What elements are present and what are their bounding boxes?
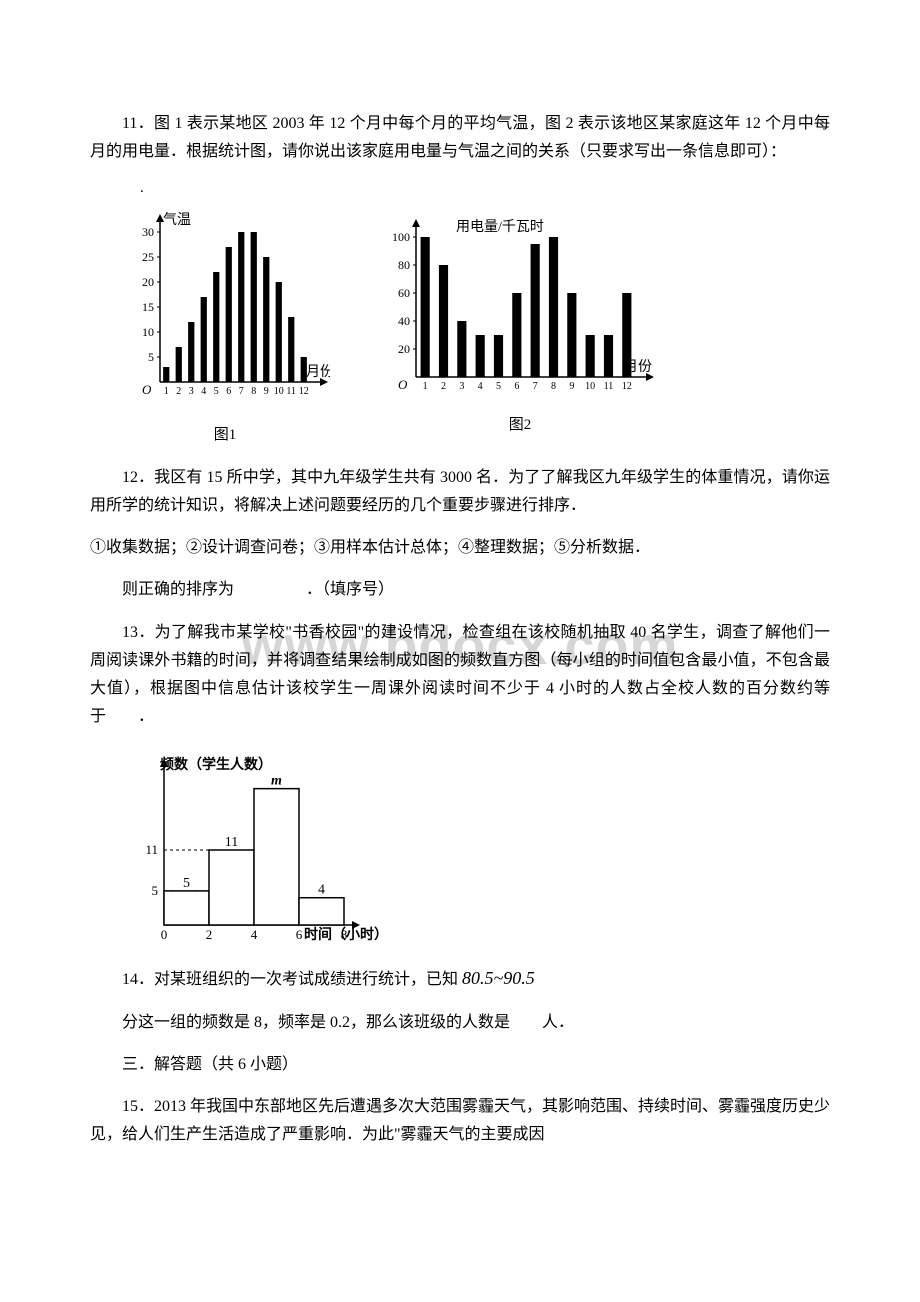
svg-text:4: 4 — [251, 927, 258, 942]
q12-text: 12．我区有 15 所中学，其中九年级学生共有 3000 名．为了了解我区九年级… — [90, 464, 830, 520]
q11-charts: 51015202530123456789101112O气温月份 图1 20406… — [120, 207, 830, 444]
q12-blank — [238, 576, 302, 605]
svg-text:气温: 气温 — [163, 212, 191, 228]
q12-answer-prefix: 则正确的排序为 — [122, 581, 234, 598]
svg-text:3: 3 — [189, 386, 194, 397]
q13-text: 13．为了解我市某学校"书香校园"的建设情况，检查组在该校随机抽取 40 名学生… — [90, 619, 830, 731]
svg-text:11: 11 — [604, 381, 614, 392]
svg-text:月份: 月份 — [306, 364, 330, 380]
chart2-container: 20406080100123456789101112O用电量/千瓦时月份 图2 — [370, 207, 670, 444]
svg-text:10: 10 — [142, 325, 154, 339]
svg-text:O: O — [142, 382, 152, 397]
svg-text:频数（学生人数）: 频数（学生人数） — [160, 756, 272, 773]
svg-text:25: 25 — [142, 250, 154, 264]
section3-heading: 三．解答题（共 6 小题） — [90, 1051, 830, 1079]
svg-text:11: 11 — [145, 842, 158, 857]
svg-text:5: 5 — [148, 350, 154, 364]
q14-range: 80.5~90.5 — [462, 968, 535, 988]
svg-text:O: O — [398, 377, 408, 392]
svg-text:4: 4 — [201, 386, 206, 397]
svg-text:5: 5 — [214, 386, 219, 397]
svg-text:80: 80 — [398, 258, 410, 272]
chart1-caption: 图1 — [214, 423, 237, 444]
svg-text:30: 30 — [142, 225, 154, 239]
svg-text:12: 12 — [622, 381, 632, 392]
dot: . — [140, 180, 830, 197]
svg-text:100: 100 — [392, 230, 410, 244]
q11-text: 11．图 1 表示某地区 2003 年 12 个月中每个月的平均气温，图 2 表… — [90, 110, 830, 166]
svg-text:6: 6 — [514, 381, 519, 392]
svg-text:10: 10 — [274, 386, 284, 397]
svg-text:2: 2 — [206, 927, 213, 942]
chart1-svg: 51015202530123456789101112O气温月份 — [120, 207, 330, 417]
svg-text:8: 8 — [251, 386, 256, 397]
q14-line2: 分这一组的频数是 8，频率是 0.2，那么该班级的人数是 人． — [90, 1009, 830, 1037]
page-content: 11．图 1 表示某地区 2003 年 12 个月中每个月的平均气温，图 2 表… — [90, 110, 830, 1149]
chart1-container: 51015202530123456789101112O气温月份 图1 — [120, 207, 330, 444]
chart2-svg: 20406080100123456789101112O用电量/千瓦时月份 — [370, 207, 670, 407]
svg-text:11: 11 — [286, 386, 296, 397]
svg-text:6: 6 — [296, 927, 303, 942]
svg-text:60: 60 — [398, 286, 410, 300]
q12-answer-suffix: ．（填序号） — [306, 581, 394, 598]
chart2-caption: 图2 — [509, 413, 532, 434]
svg-text:5: 5 — [496, 381, 501, 392]
q14-line1: 14．对某班组织的一次考试成绩进行统计，已知 80.5~90.5 — [90, 963, 830, 995]
svg-text:1: 1 — [164, 386, 169, 397]
svg-text:m: m — [271, 774, 282, 789]
q12-answer-line: 则正确的排序为 ．（填序号） — [90, 576, 830, 605]
svg-text:10: 10 — [585, 381, 595, 392]
svg-text:9: 9 — [264, 386, 269, 397]
q13-histogram-container: 51102468511m4频数（学生人数）时间（小时） — [130, 745, 830, 945]
svg-text:9: 9 — [569, 381, 574, 392]
svg-text:5: 5 — [152, 883, 159, 898]
svg-text:20: 20 — [398, 342, 410, 356]
svg-text:时间（小时）: 时间（小时） — [304, 926, 388, 943]
svg-text:4: 4 — [478, 381, 483, 392]
svg-text:2: 2 — [176, 386, 181, 397]
svg-text:7: 7 — [533, 381, 538, 392]
svg-text:40: 40 — [398, 314, 410, 328]
svg-text:20: 20 — [142, 275, 154, 289]
svg-text:0: 0 — [161, 927, 168, 942]
svg-text:4: 4 — [318, 883, 325, 898]
svg-text:7: 7 — [239, 386, 244, 397]
svg-text:用电量/千瓦时: 用电量/千瓦时 — [456, 219, 544, 235]
svg-text:12: 12 — [299, 386, 309, 397]
svg-text:月份: 月份 — [624, 359, 652, 375]
q15-text: 15．2013 年我国中东部地区先后遭遇多次大范围雾霾天气，其影响范围、持续时间… — [90, 1093, 830, 1149]
q14-text-a: 14．对某班组织的一次考试成绩进行统计，已知 — [122, 971, 458, 988]
svg-text:6: 6 — [226, 386, 231, 397]
q12-options: ①收集数据；②设计调查问卷；③用样本估计总体；④整理数据；⑤分析数据． — [58, 534, 830, 562]
svg-text:8: 8 — [551, 381, 556, 392]
svg-text:2: 2 — [441, 381, 446, 392]
svg-text:15: 15 — [142, 300, 154, 314]
svg-text:11: 11 — [225, 835, 238, 850]
q13-histogram-svg: 51102468511m4频数（学生人数）时间（小时） — [130, 745, 390, 945]
svg-text:1: 1 — [423, 381, 428, 392]
svg-text:3: 3 — [459, 381, 464, 392]
svg-text:5: 5 — [183, 876, 190, 891]
